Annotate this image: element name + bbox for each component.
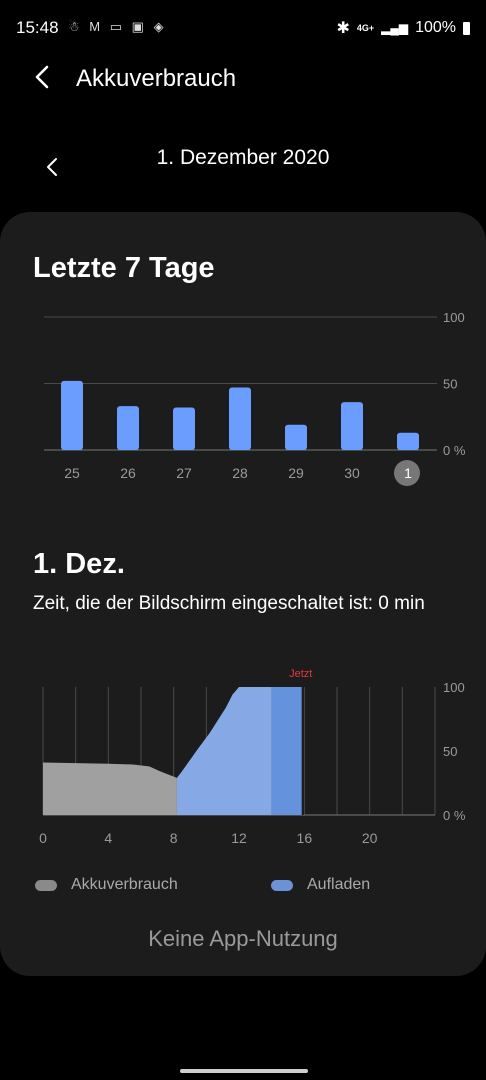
back-arrow-icon[interactable] <box>32 64 56 90</box>
day-title: 1. Dez. <box>33 548 125 580</box>
notification-icon: ☃ <box>68 19 83 34</box>
x-tick-label: 12 <box>231 830 247 846</box>
area-series-0 <box>43 762 177 815</box>
usage-card <box>0 212 486 976</box>
legend-charging: Aufladen <box>271 876 370 894</box>
legend-usage-label: Akkuverbrauch <box>71 876 178 893</box>
x-tick-label: 28 <box>232 465 248 481</box>
network-4g-icon: 4G+ <box>356 23 375 33</box>
legend-usage: Akkuverbrauch <box>35 876 178 894</box>
no-app-usage-text: Keine App-Nutzung <box>148 926 338 951</box>
bar-day-27 <box>173 407 195 450</box>
x-tick-label: 25 <box>64 465 80 481</box>
weekly-bar-chart: 0 % 50 100 25 26 27 28 29 30 1 <box>44 310 466 486</box>
bar-day-28 <box>229 387 251 450</box>
x-tick-label: 4 <box>104 830 112 846</box>
gallery-icon: ▣ <box>131 19 147 34</box>
system-icons: ✱ 4G+ ▂▄▆ 100% <box>336 18 470 38</box>
x-tick-label: 27 <box>176 465 192 481</box>
date-label: 1. Dezember 2020 <box>156 146 330 169</box>
now-label: Jetzt <box>289 668 312 680</box>
area-series-2 <box>271 687 303 815</box>
daily-battery-chart: Jetzt 0 % 50 100 0 4 8 12 16 20 <box>39 668 466 846</box>
battery-percent: 100% <box>415 19 456 36</box>
screen-time-text: Zeit, die der Bildschirm eingeschaltet i… <box>33 593 425 614</box>
app-bar: Akkuverbrauch <box>0 56 486 102</box>
y-tick-label: 0 % <box>443 808 466 823</box>
bar-day-1 <box>397 432 419 450</box>
bar-day-25 <box>61 380 83 450</box>
bar-day-26 <box>117 406 139 450</box>
notification-icons: ☃ M ▭ ▣ ◈ <box>68 19 167 35</box>
y-tick-label: 0 % <box>443 443 466 458</box>
y-tick-label: 100 <box>443 310 465 325</box>
date-navigator: 1. Dezember 2020 <box>0 138 486 182</box>
page-title: Akkuverbrauch <box>76 65 237 92</box>
gmail-icon: M <box>89 19 104 34</box>
x-tick-label: 26 <box>120 465 136 481</box>
area-series-1 <box>176 687 272 815</box>
x-tick-label: 8 <box>170 830 178 846</box>
bar-day-29 <box>285 424 307 450</box>
signal-icon: ▂▄▆ <box>381 21 409 35</box>
x-tick-label: 1 <box>404 465 412 481</box>
y-tick-label: 50 <box>443 377 457 392</box>
x-tick-label: 30 <box>344 465 360 481</box>
bar-day-30 <box>341 402 363 450</box>
bluetooth-icon: ✱ <box>336 20 350 37</box>
status-time: 15:48 <box>16 18 59 37</box>
previous-day-icon[interactable] <box>44 156 62 178</box>
legend-usage-swatch <box>35 879 57 891</box>
news-icon: ▭ <box>109 19 126 34</box>
y-tick-label: 100 <box>443 680 465 695</box>
selected-day-marker <box>394 460 420 486</box>
home-indicator[interactable] <box>180 1069 308 1073</box>
legend-charging-label: Aufladen <box>307 876 371 893</box>
battery-icon <box>463 21 470 35</box>
security-icon: ◈ <box>153 19 167 34</box>
weekly-title: Letzte 7 Tage <box>33 252 215 284</box>
x-tick-label: 29 <box>288 465 304 481</box>
x-tick-label: 20 <box>362 830 378 846</box>
x-tick-label: 0 <box>39 830 47 846</box>
legend-charging-swatch <box>271 879 293 891</box>
status-bar: 15:48 ☃ M ▭ ▣ ◈ ✱ 4G+ ▂▄▆ 100% <box>0 0 486 56</box>
x-tick-label: 16 <box>297 830 313 846</box>
y-tick-label: 50 <box>443 744 457 759</box>
